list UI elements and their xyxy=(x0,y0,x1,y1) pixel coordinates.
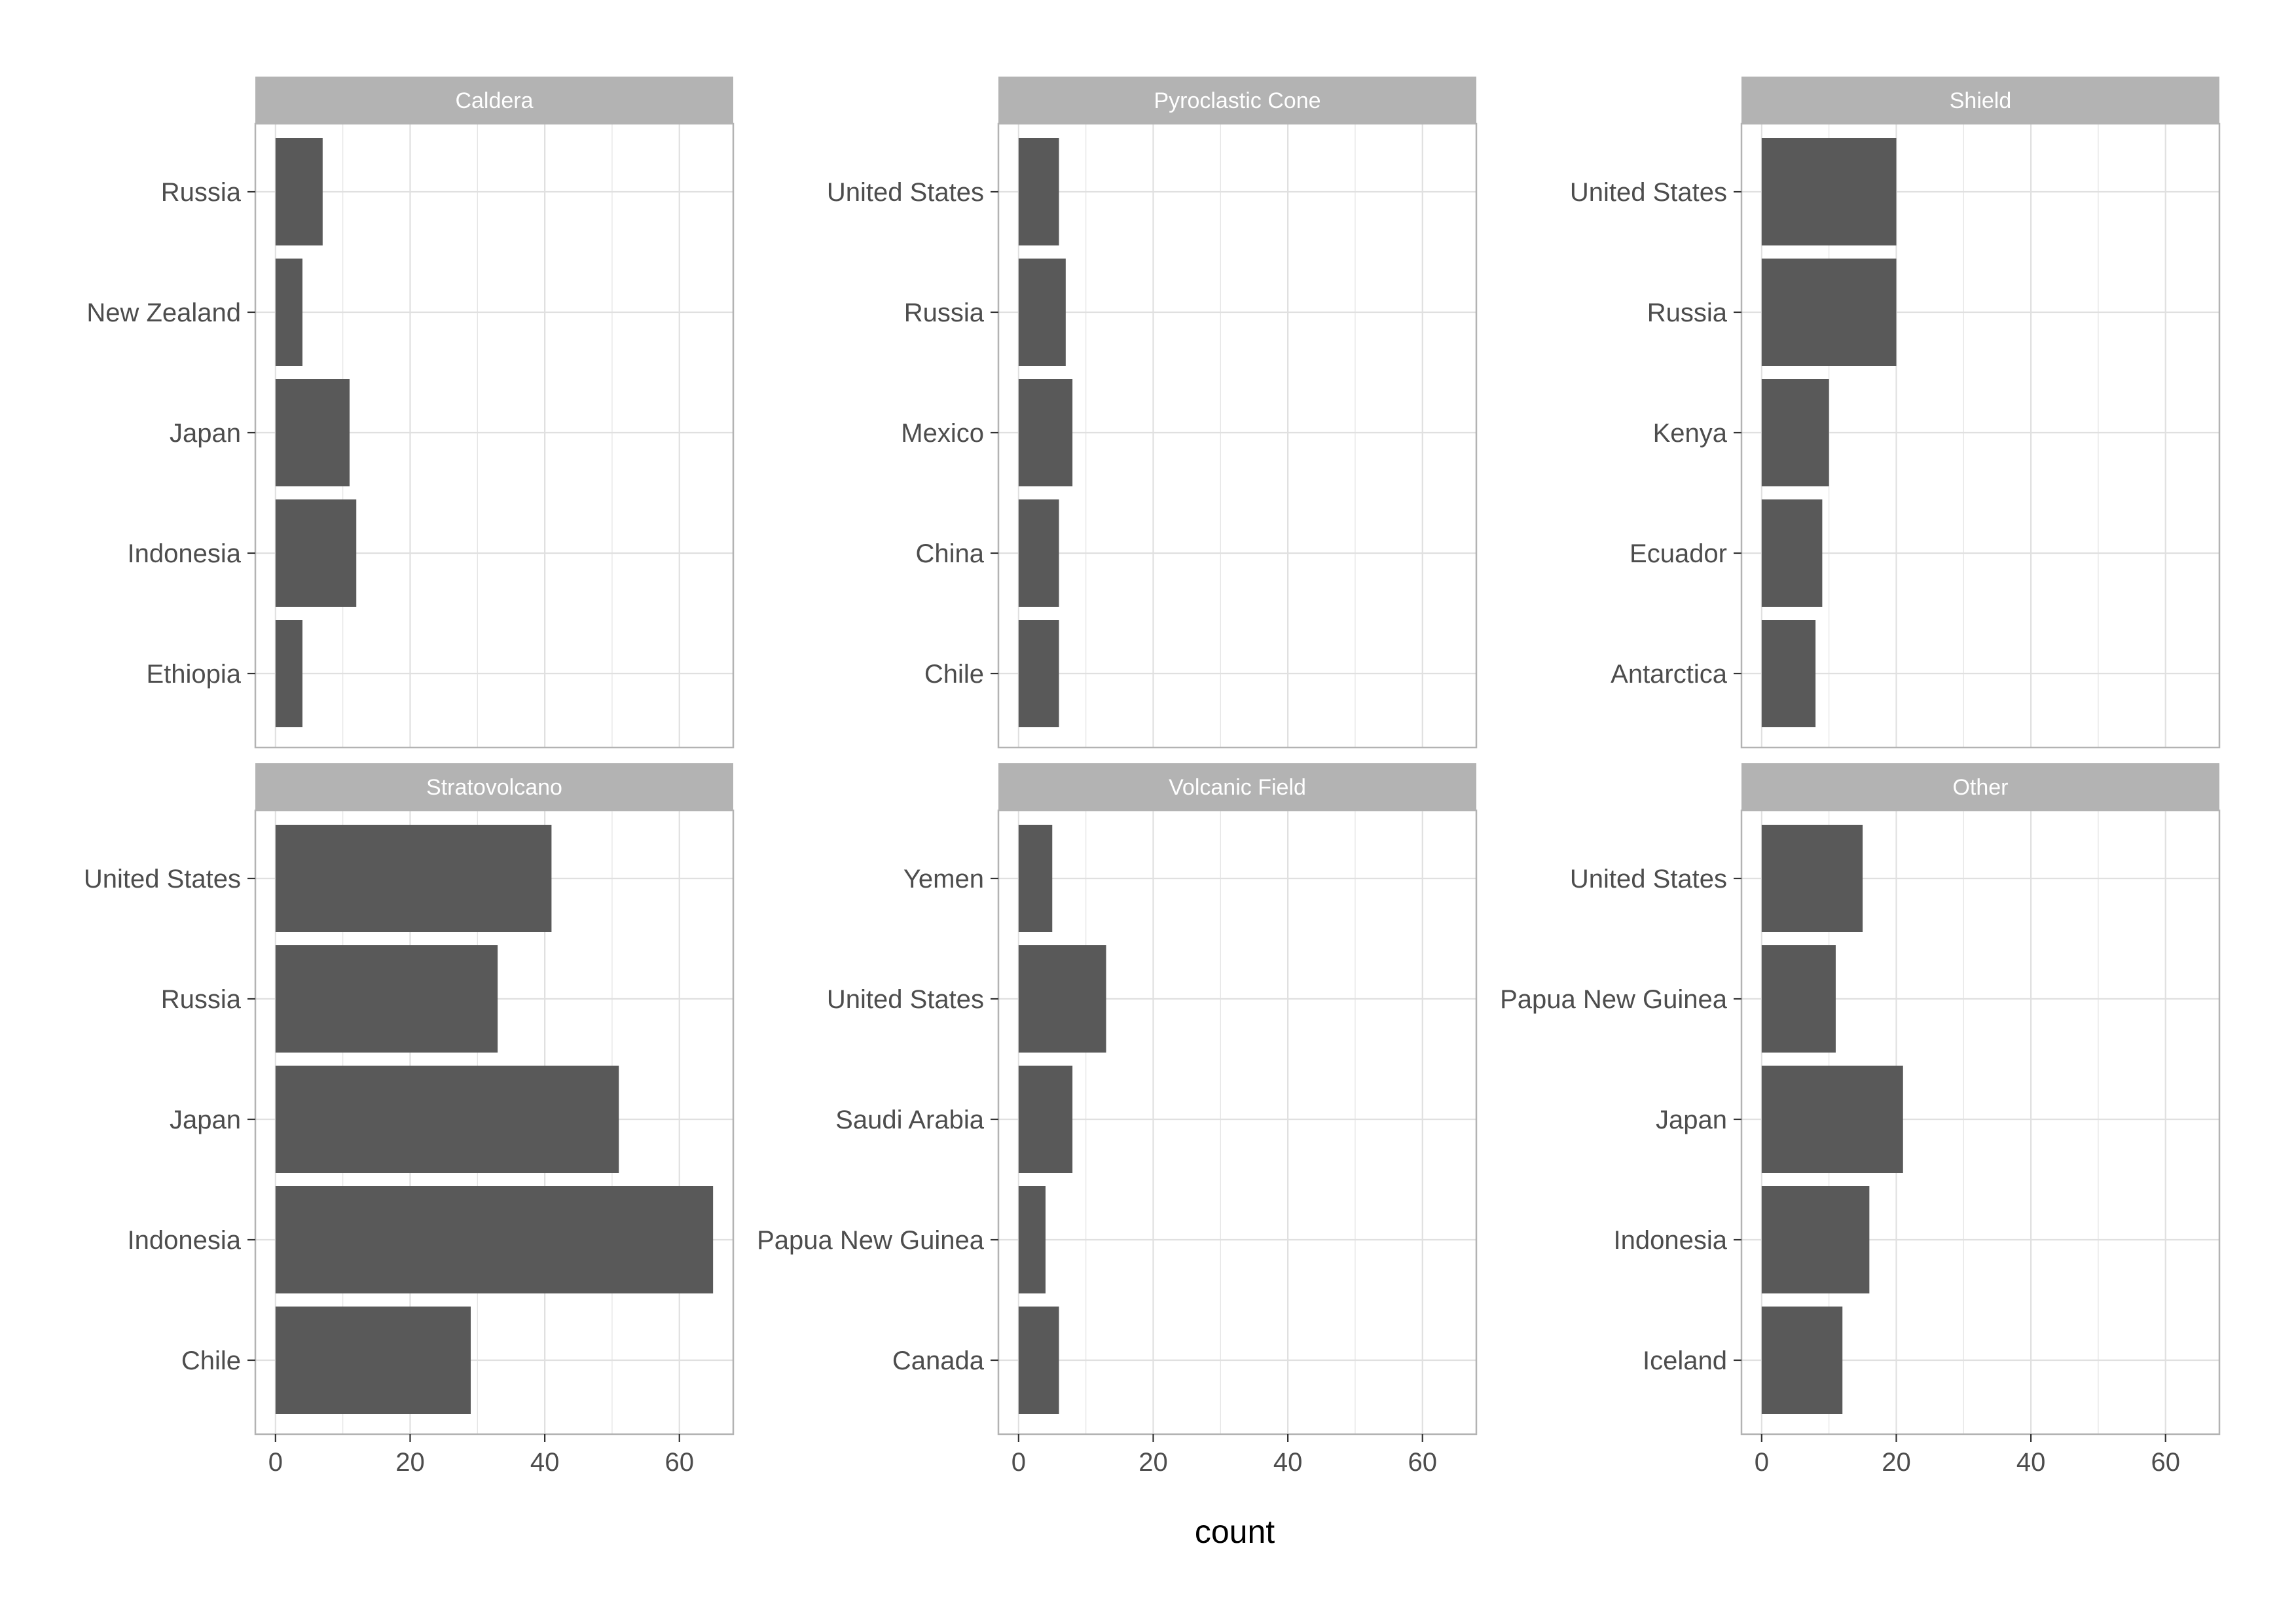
x-axis-label: count xyxy=(1194,1513,1275,1550)
bar xyxy=(1018,1307,1059,1414)
facet-strip xyxy=(998,77,1476,124)
y-tick-label: Ethiopia xyxy=(146,660,241,689)
bar xyxy=(275,1186,714,1293)
bar xyxy=(1761,945,1836,1053)
panel-border xyxy=(1740,809,2221,1435)
y-tick-label: Russia xyxy=(904,298,985,327)
bar xyxy=(1761,825,1863,932)
y-tick-label: United States xyxy=(1570,178,1727,207)
y-tick-label: Canada xyxy=(892,1346,985,1375)
bar xyxy=(1018,945,1106,1053)
bar xyxy=(1018,1066,1073,1173)
x-tick-label: 40 xyxy=(1273,1448,1303,1477)
bar xyxy=(275,825,552,932)
y-tick-label: Antarctica xyxy=(1611,660,1728,689)
y-tick-label: Indonesia xyxy=(128,1226,242,1255)
y-tick-label: Kenya xyxy=(1653,419,1728,448)
y-tick-label: Papua New Guinea xyxy=(757,1226,985,1255)
y-tick-label: Papua New Guinea xyxy=(1500,985,1728,1014)
bar xyxy=(1761,499,1823,607)
bar xyxy=(275,379,350,486)
y-tick-label: China xyxy=(915,539,984,568)
y-tick-label: Indonesia xyxy=(128,539,242,568)
facet-strip xyxy=(998,763,1476,810)
bar xyxy=(275,1307,471,1414)
facet-title: Stratovolcano xyxy=(426,775,562,800)
panel-border xyxy=(1740,122,2221,749)
y-tick-label: Russia xyxy=(161,178,242,207)
y-tick-label: Russia xyxy=(1647,298,1728,327)
bar xyxy=(1761,1186,1870,1293)
panel-border xyxy=(997,122,1478,749)
panel-border xyxy=(997,809,1478,1435)
bar xyxy=(1761,1066,1903,1173)
x-tick-label: 20 xyxy=(1139,1448,1168,1477)
bar xyxy=(1761,259,1897,366)
y-tick-label: United States xyxy=(827,178,984,207)
y-tick-label: New Zealand xyxy=(86,298,241,327)
y-tick-label: United States xyxy=(827,985,984,1014)
x-tick-label: 0 xyxy=(1011,1448,1026,1477)
bar xyxy=(1018,620,1059,727)
x-tick-label: 60 xyxy=(1408,1448,1437,1477)
panel-background xyxy=(998,124,1476,748)
bar xyxy=(275,945,498,1053)
x-tick-label: 60 xyxy=(665,1448,694,1477)
y-tick-label: United States xyxy=(84,865,241,893)
y-tick-label: Russia xyxy=(161,985,242,1014)
bar xyxy=(1761,620,1816,727)
y-tick-label: Japan xyxy=(1656,1106,1727,1134)
y-tick-label: Chile xyxy=(924,660,984,689)
y-tick-label: United States xyxy=(1570,865,1727,893)
x-tick-label: 0 xyxy=(1755,1448,1769,1477)
bar xyxy=(275,620,302,727)
facet-title: Other xyxy=(1952,775,2008,800)
bar xyxy=(1018,138,1059,245)
bar xyxy=(1018,825,1053,932)
facet-title: Shield xyxy=(1950,88,2012,113)
bar xyxy=(1018,499,1059,607)
bar xyxy=(1018,1186,1046,1293)
y-tick-label: Iceland xyxy=(1643,1346,1727,1375)
x-tick-label: 60 xyxy=(2151,1448,2180,1477)
y-tick-label: Ecuador xyxy=(1630,539,1727,568)
y-tick-label: Indonesia xyxy=(1614,1226,1728,1255)
y-tick-label: Yemen xyxy=(903,865,984,893)
x-tick-label: 20 xyxy=(395,1448,425,1477)
bar xyxy=(1761,138,1897,245)
y-tick-label: Japan xyxy=(170,419,241,448)
facet-strip xyxy=(1741,77,2219,124)
x-tick-label: 40 xyxy=(2016,1448,2046,1477)
x-tick-label: 40 xyxy=(530,1448,560,1477)
panel-border xyxy=(254,122,735,749)
y-tick-label: Mexico xyxy=(901,419,984,448)
facet-title: Pyroclastic Cone xyxy=(1154,88,1321,113)
bar xyxy=(275,499,357,607)
bar xyxy=(1761,1307,1843,1414)
y-tick-label: Chile xyxy=(181,1346,241,1375)
bar xyxy=(1761,379,1829,486)
facet-strip xyxy=(255,77,733,124)
bar xyxy=(275,259,302,366)
x-tick-label: 0 xyxy=(268,1448,283,1477)
panel-background xyxy=(998,810,1476,1434)
bar xyxy=(275,1066,619,1173)
x-tick-label: 20 xyxy=(1882,1448,1911,1477)
bar xyxy=(1018,379,1073,486)
facet-strip xyxy=(255,763,733,810)
bar xyxy=(275,138,323,245)
facet-title: Caldera xyxy=(455,88,533,113)
panel-border xyxy=(254,809,735,1435)
facet-title: Volcanic Field xyxy=(1169,775,1306,800)
y-tick-label: Saudi Arabia xyxy=(835,1106,985,1134)
facet-strip xyxy=(1741,763,2219,810)
y-tick-label: Japan xyxy=(170,1106,241,1134)
bar xyxy=(1018,259,1066,366)
